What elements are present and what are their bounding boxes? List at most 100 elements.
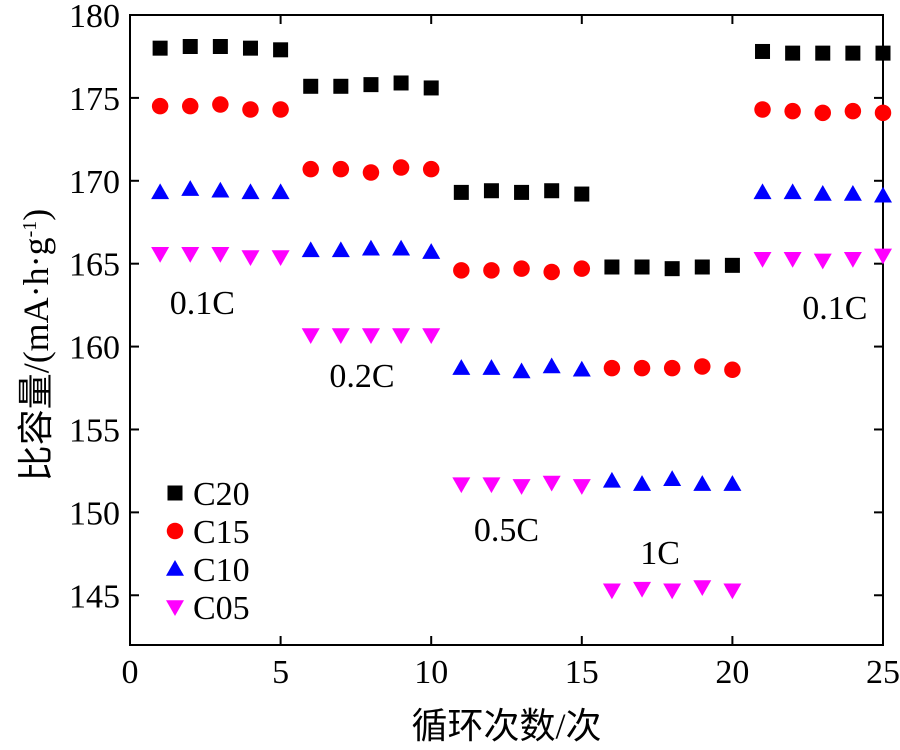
point-c05 xyxy=(392,328,411,344)
legend-marker-c10 xyxy=(166,560,184,576)
point-c10 xyxy=(633,475,652,491)
point-c15 xyxy=(603,359,621,377)
point-c10 xyxy=(151,183,170,200)
point-c10 xyxy=(361,239,380,256)
point-c15 xyxy=(483,262,500,279)
point-c20 xyxy=(303,78,319,94)
point-c15 xyxy=(784,102,801,120)
point-c10 xyxy=(843,185,862,201)
point-c05 xyxy=(422,328,441,344)
point-c05 xyxy=(874,248,892,265)
point-c10 xyxy=(753,183,772,200)
point-c05 xyxy=(151,246,170,263)
point-c15 xyxy=(212,96,229,113)
rate-label: 0.2C xyxy=(329,358,394,395)
rate-label: 0.1C xyxy=(802,290,867,327)
x-tick-label: 25 xyxy=(866,654,900,691)
point-c05 xyxy=(181,246,200,263)
series-c10 xyxy=(151,180,892,491)
point-c20 xyxy=(544,183,560,199)
point-c20 xyxy=(393,75,409,91)
point-c10 xyxy=(542,357,561,374)
point-c05 xyxy=(723,583,742,600)
point-c05 xyxy=(542,475,561,492)
y-tick-label: 160 xyxy=(69,330,120,367)
series-c05 xyxy=(151,246,892,600)
point-c10 xyxy=(783,183,802,200)
point-c20 xyxy=(363,77,379,93)
point-c05 xyxy=(602,583,621,600)
point-c15 xyxy=(543,263,560,281)
point-c20 xyxy=(815,45,831,61)
point-c05 xyxy=(753,251,772,268)
point-c20 xyxy=(634,259,650,275)
point-c20 xyxy=(333,78,349,94)
point-c10 xyxy=(241,183,260,200)
point-c20 xyxy=(212,39,228,54)
point-c20 xyxy=(875,45,891,61)
x-axis-title: 循环次数/次 xyxy=(411,706,601,746)
axis-ticks: 0 5 10 15 20 25 145 150 155 160 165 170 175 180 xyxy=(69,0,900,691)
point-c05 xyxy=(572,479,591,495)
point-c05 xyxy=(211,246,230,263)
point-c15 xyxy=(513,260,530,277)
point-c15 xyxy=(332,160,350,178)
y-tick-label: 145 xyxy=(69,578,120,615)
point-c10 xyxy=(271,183,290,200)
rate-label: 0.1C xyxy=(170,285,235,322)
point-c20 xyxy=(604,259,620,275)
point-c05 xyxy=(361,328,380,344)
point-c15 xyxy=(362,164,380,181)
point-c15 xyxy=(573,260,591,277)
legend-marker-c20 xyxy=(167,485,183,501)
point-c05 xyxy=(271,250,290,267)
point-c10 xyxy=(663,470,682,486)
point-c10 xyxy=(301,241,320,258)
point-c05 xyxy=(331,328,350,344)
point-c15 xyxy=(302,160,319,178)
x-tick-label: 15 xyxy=(565,654,599,691)
point-c15 xyxy=(874,104,892,122)
point-c20 xyxy=(514,184,530,200)
point-c20 xyxy=(242,40,258,56)
point-c15 xyxy=(151,97,169,115)
y-tick-label: 150 xyxy=(69,495,120,532)
point-c15 xyxy=(453,262,470,279)
rate-annotations: 0.1C 0.2C 0.5C 1C 0.1C xyxy=(170,285,868,572)
point-c20 xyxy=(423,80,439,96)
legend-label: C05 xyxy=(193,590,250,627)
point-c10 xyxy=(181,180,200,196)
point-c05 xyxy=(301,328,320,344)
point-c20 xyxy=(694,259,710,275)
point-c05 xyxy=(482,477,501,494)
y-tick-label: 175 xyxy=(69,81,120,118)
y-tick-label: 180 xyxy=(69,0,120,35)
point-c20 xyxy=(664,261,680,277)
data-points xyxy=(151,39,892,600)
point-c10 xyxy=(512,362,531,379)
rate-label: 0.5C xyxy=(474,512,539,549)
point-c20 xyxy=(574,186,590,202)
point-c15 xyxy=(724,361,741,379)
x-tick-label: 0 xyxy=(122,654,139,691)
point-c10 xyxy=(422,243,441,259)
point-c10 xyxy=(331,241,350,258)
point-c10 xyxy=(211,181,230,198)
point-c15 xyxy=(814,104,832,122)
point-c20 xyxy=(182,39,198,54)
y-tick-label: 155 xyxy=(69,412,120,449)
point-c15 xyxy=(242,101,259,118)
point-c15 xyxy=(422,160,440,178)
point-c15 xyxy=(392,159,410,176)
point-c20 xyxy=(273,42,289,58)
x-tick-label: 10 xyxy=(414,654,448,691)
point-c15 xyxy=(181,97,199,115)
x-tick-label: 20 xyxy=(715,654,749,691)
point-c20 xyxy=(152,40,168,56)
point-c20 xyxy=(483,183,499,199)
point-c05 xyxy=(783,251,802,268)
point-c05 xyxy=(843,251,862,268)
point-c15 xyxy=(754,101,771,118)
legend-label: C10 xyxy=(193,552,250,589)
